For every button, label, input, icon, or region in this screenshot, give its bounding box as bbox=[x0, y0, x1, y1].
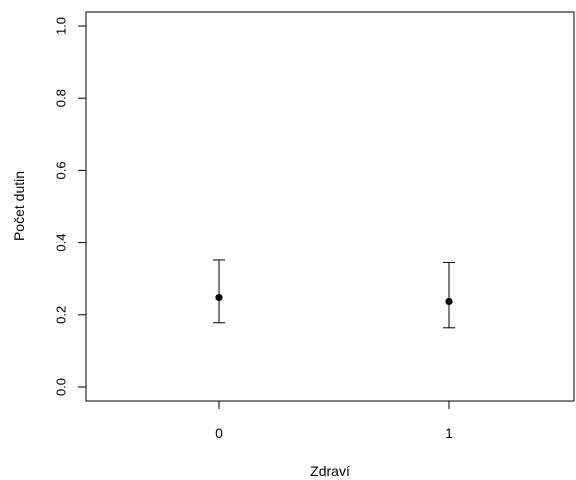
y-tick-label: 0.4 bbox=[53, 234, 68, 252]
y-axis-label: Počet dutin bbox=[11, 171, 27, 241]
data-point bbox=[445, 297, 453, 306]
y-tick-label: 0.0 bbox=[53, 378, 68, 396]
data-point bbox=[215, 293, 223, 302]
y-tick-label: 0.6 bbox=[53, 161, 68, 179]
y-tick-label: 0.8 bbox=[53, 89, 68, 107]
y-tick-label: 1.0 bbox=[53, 17, 68, 35]
data-marks bbox=[213, 259, 455, 329]
x-tick-label: 1 bbox=[445, 425, 453, 441]
x-tick-label: 0 bbox=[215, 425, 223, 441]
y-axis: 0.0 0.2 0.4 0.6 0.8 1.0 bbox=[53, 17, 87, 396]
y-tick-label: 0.2 bbox=[53, 306, 68, 324]
x-axis-label: Zdraví bbox=[310, 463, 350, 479]
plot-frame bbox=[85, 11, 575, 402]
